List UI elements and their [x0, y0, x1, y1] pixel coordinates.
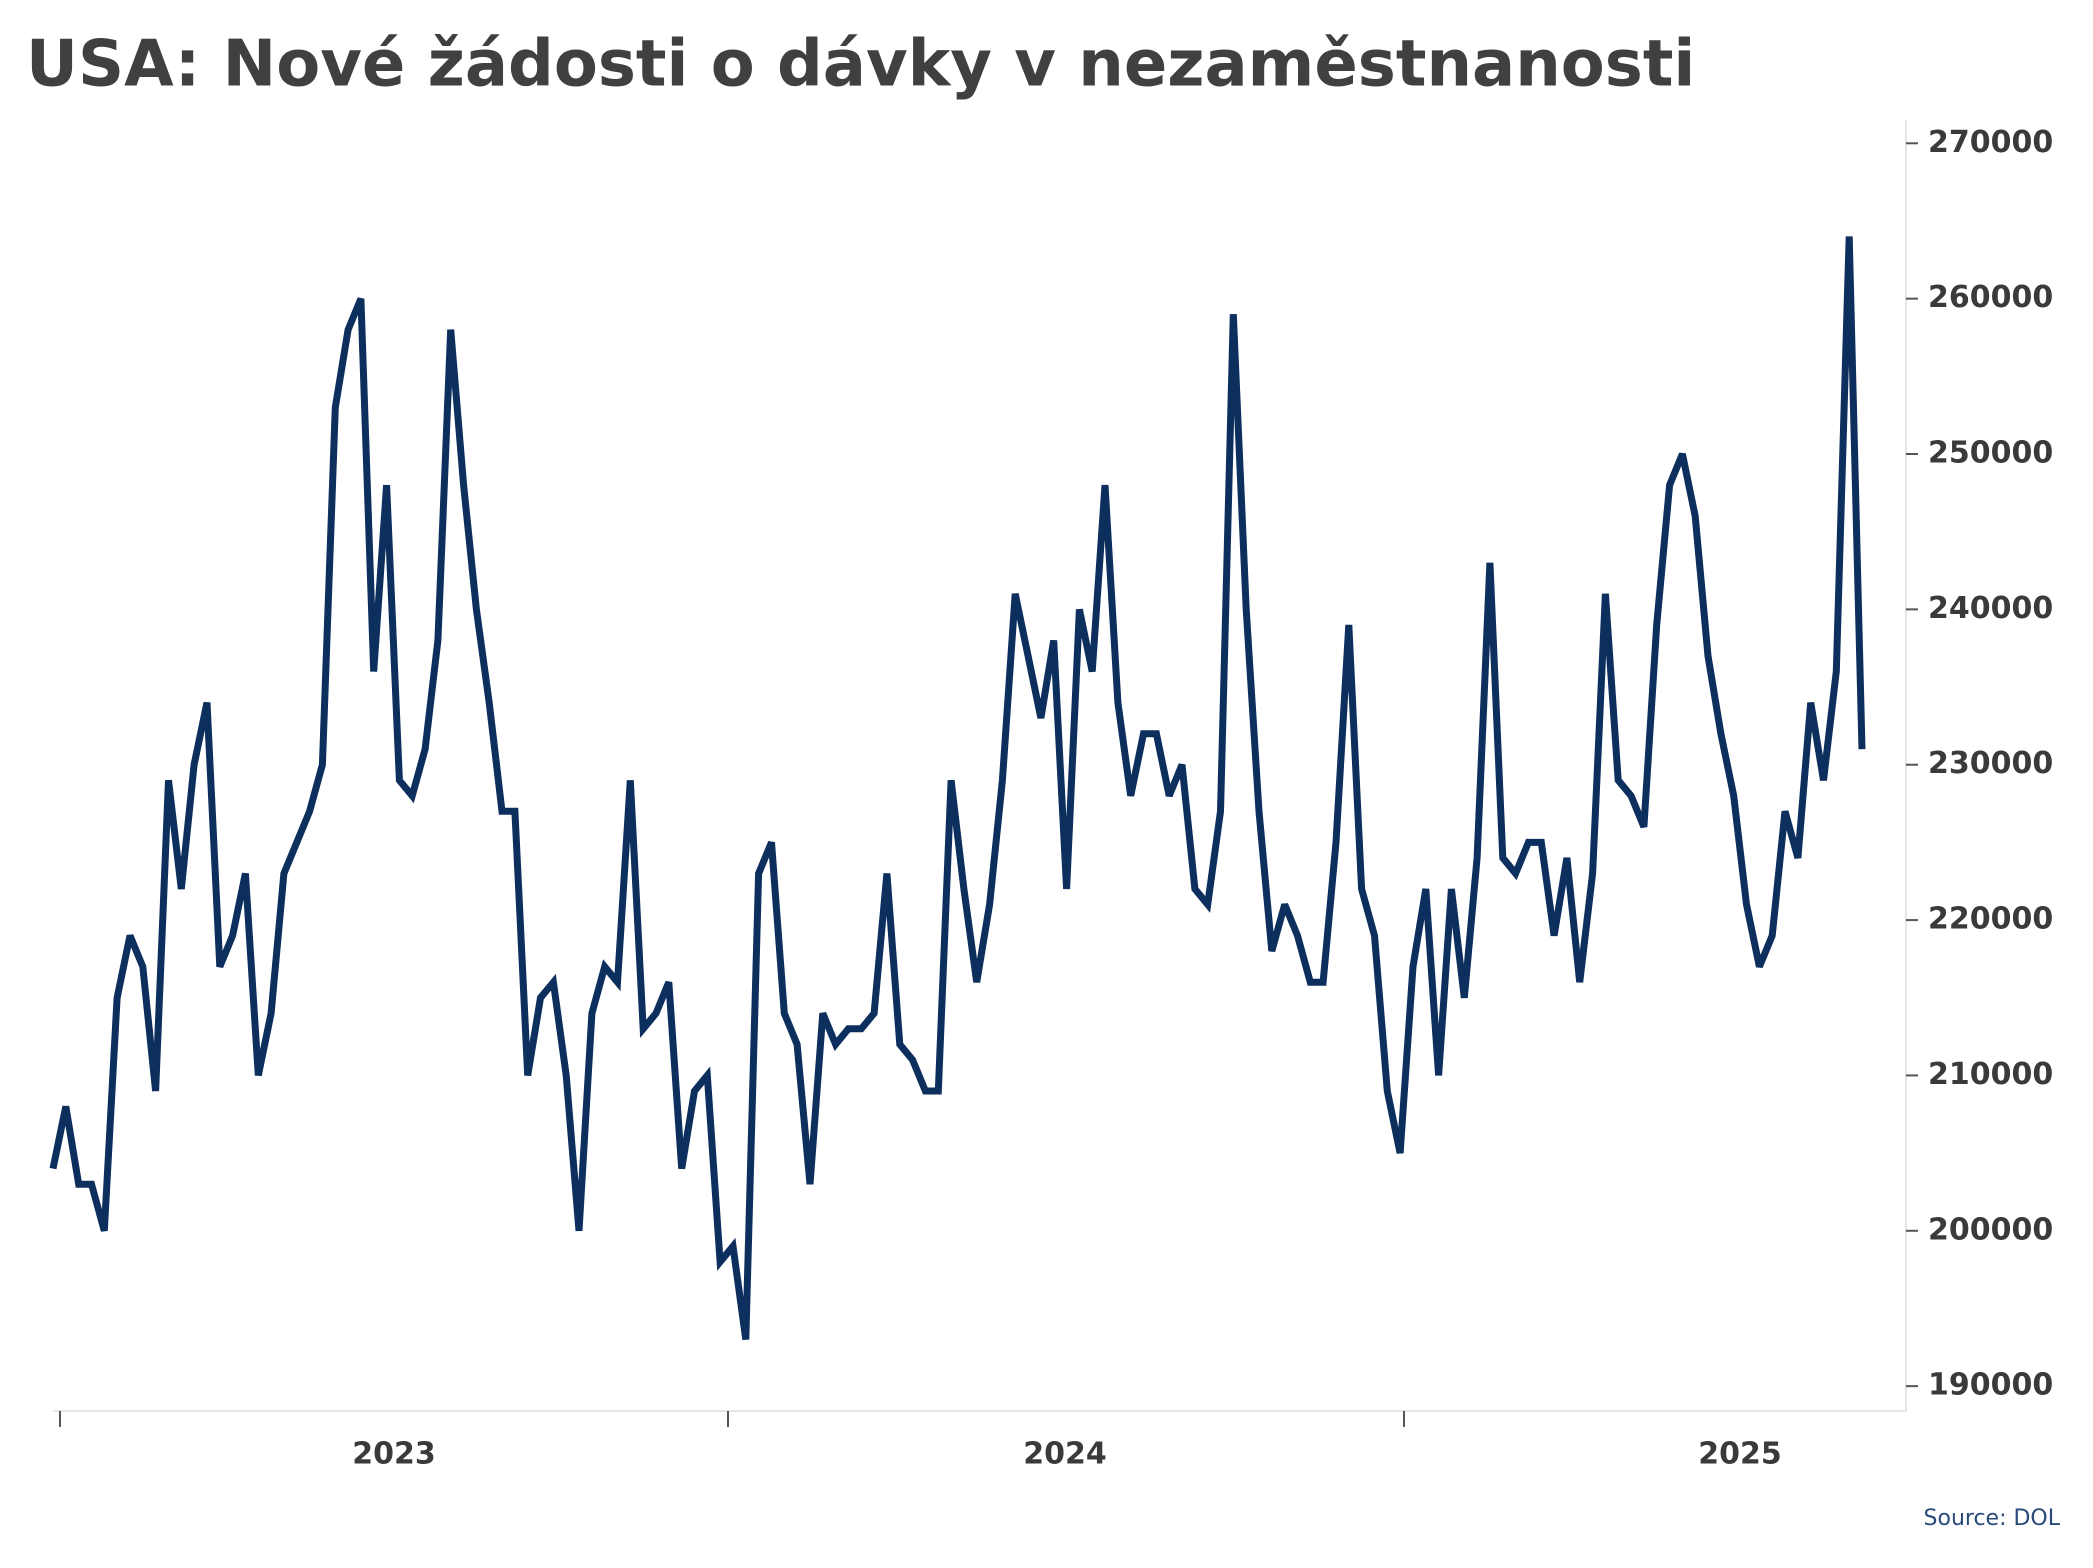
- y-tick-label: 250000: [1928, 436, 2053, 471]
- y-tick-label: 260000: [1928, 280, 2053, 315]
- y-tick-label: 270000: [1928, 125, 2053, 160]
- y-tick-label: 230000: [1928, 746, 2053, 781]
- source: Source: DOL: [1924, 1506, 2061, 1531]
- y-tick-label: 220000: [1928, 902, 2053, 937]
- y-tick-label: 190000: [1928, 1368, 2053, 1403]
- y-tick-label: 210000: [1928, 1057, 2053, 1092]
- y-tick-label: 200000: [1928, 1212, 2053, 1247]
- line-series: [49, 236, 1866, 1340]
- chart-title: USA: Nové žádosti o dávky v nezaměstnano…: [26, 28, 1695, 102]
- y-tick-label: 240000: [1928, 591, 2053, 626]
- x-tick-label: 2024: [1023, 1437, 1107, 1472]
- x-tick-label: 2025: [1698, 1437, 1782, 1472]
- x-tick-label: 2023: [352, 1437, 436, 1472]
